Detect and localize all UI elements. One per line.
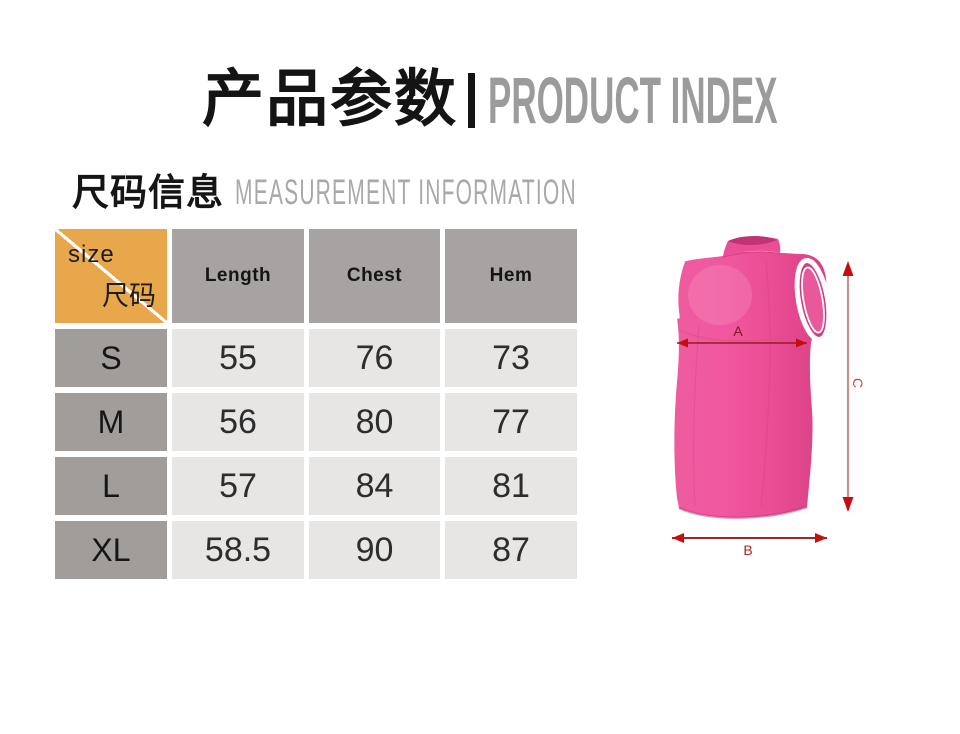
value-cell-l-hem: 81	[445, 457, 577, 515]
value-cell-xl-hem: 87	[445, 521, 577, 579]
hem-width-label: B	[743, 542, 752, 558]
value-cell-l-length: 57	[172, 457, 304, 515]
collar-opening	[728, 235, 777, 246]
bust-shading	[678, 329, 811, 343]
corner-size-label-zh: 尺码	[102, 281, 156, 311]
column-header-length: Length	[172, 229, 304, 323]
corner-cell: size 尺码	[55, 229, 167, 323]
page-title-zh: 产品参数	[202, 65, 459, 134]
collar-base-shadow	[722, 251, 781, 258]
chest-width-label: A	[733, 323, 743, 339]
left-armhole-trim	[674, 260, 685, 319]
value-cell-s-chest: 76	[309, 329, 440, 387]
size-table: size 尺码 Length Chest Hem S 55 76 73 M 56…	[55, 229, 577, 579]
hem-shading	[678, 505, 808, 519]
value-cell-s-length: 55	[172, 329, 304, 387]
length-arrow: C	[842, 261, 866, 512]
column-header-hem: Hem	[445, 229, 577, 323]
section-title-en: MEASUREMENT INFORMATION	[235, 172, 577, 212]
value-cell-l-chest: 84	[309, 457, 440, 515]
page-title: 产品参数 PRODUCT INDEX	[202, 64, 960, 136]
section-heading: 尺码信息 MEASUREMENT INFORMATION	[72, 170, 805, 214]
armhole-trim-inner	[801, 266, 825, 334]
size-cell-l: L	[55, 457, 167, 515]
fabric-highlight	[688, 265, 752, 325]
value-cell-m-chest: 80	[309, 393, 440, 451]
page-title-en: PRODUCT INDEX	[488, 63, 778, 137]
tank-top-body	[674, 251, 827, 518]
size-cell-m: M	[55, 393, 167, 451]
section-title-zh: 尺码信息	[72, 171, 224, 213]
garment-figure: A B C	[620, 210, 960, 580]
hem-width-arrow: B	[672, 533, 827, 558]
size-cell-xl: XL	[55, 521, 167, 579]
title-separator	[468, 72, 476, 128]
value-cell-xl-length: 58.5	[172, 521, 304, 579]
seam-line-left	[693, 324, 700, 507]
value-cell-xl-chest: 90	[309, 521, 440, 579]
chest-width-arrow: A	[677, 323, 807, 348]
size-cell-s: S	[55, 329, 167, 387]
seam-line-right	[760, 261, 771, 507]
column-header-chest: Chest	[309, 229, 440, 323]
armhole-opening	[794, 258, 832, 342]
value-cell-m-hem: 77	[445, 393, 577, 451]
value-cell-m-length: 56	[172, 393, 304, 451]
value-cell-s-hem: 73	[445, 329, 577, 387]
garment-illustration: A B C	[672, 235, 866, 558]
corner-size-label: size	[68, 241, 115, 268]
length-label: C	[850, 378, 866, 388]
